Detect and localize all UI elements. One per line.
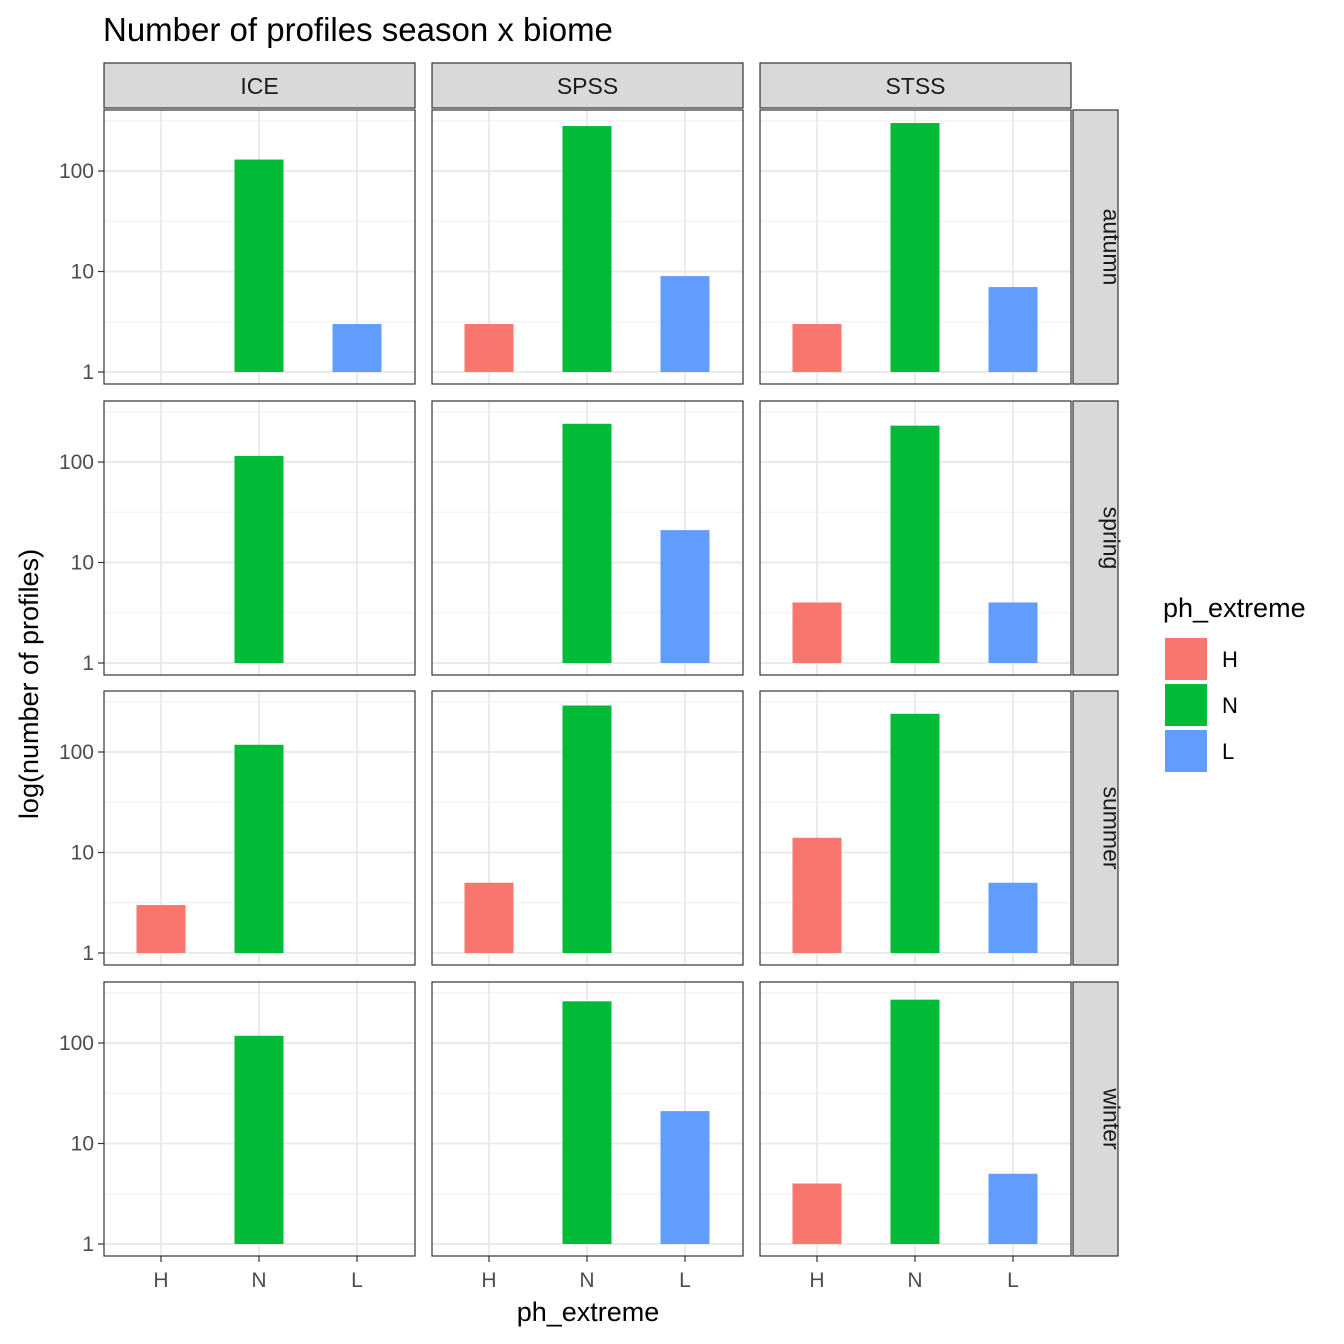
chart-title: Number of profiles season x biome bbox=[103, 11, 613, 48]
x-tick-label: H bbox=[153, 1269, 168, 1292]
y-tick-label: 1 bbox=[82, 942, 94, 965]
bar-winter-SPSS-N bbox=[562, 1001, 612, 1244]
x-tick-label: H bbox=[481, 1269, 496, 1292]
bar-summer-SPSS-N bbox=[562, 705, 612, 953]
panel-border bbox=[759, 690, 1072, 966]
bar-summer-STSS-H bbox=[792, 837, 842, 953]
y-tick-label: 100 bbox=[59, 741, 94, 764]
y-tick-label: 10 bbox=[71, 261, 94, 284]
bar-winter-ICE-N bbox=[234, 1035, 284, 1244]
y-tick-label: 1 bbox=[82, 361, 94, 384]
column-strip bbox=[103, 62, 416, 109]
bar-winter-STSS-N bbox=[890, 999, 940, 1244]
x-tick-label: L bbox=[1007, 1269, 1019, 1292]
x-tick-label: L bbox=[351, 1269, 363, 1292]
y-axis-title: log(number of profiles) bbox=[14, 549, 44, 819]
column-strip bbox=[431, 62, 744, 109]
row-strip-label: winter bbox=[1099, 1087, 1125, 1150]
row-strip bbox=[1072, 109, 1119, 385]
x-tick-label: N bbox=[579, 1269, 594, 1292]
x-tick-label: H bbox=[809, 1269, 824, 1292]
row-strip bbox=[1072, 400, 1119, 676]
bar-spring-STSS-H bbox=[792, 602, 842, 663]
bar-summer-STSS-L bbox=[988, 882, 1038, 953]
legend-key-L bbox=[1165, 730, 1207, 772]
bar-autumn-SPSS-N bbox=[562, 126, 612, 373]
bar-spring-ICE-N bbox=[234, 455, 284, 663]
panel-border bbox=[103, 400, 416, 676]
bar-winter-SPSS-L bbox=[660, 1111, 710, 1244]
legend-key-H bbox=[1165, 638, 1207, 680]
x-tick-label: N bbox=[907, 1269, 922, 1292]
bar-spring-STSS-L bbox=[988, 602, 1038, 663]
row-strip-label: autumn bbox=[1099, 209, 1125, 286]
bar-spring-SPSS-L bbox=[660, 530, 710, 663]
bar-autumn-STSS-H bbox=[792, 324, 842, 372]
bar-spring-STSS-N bbox=[890, 425, 940, 663]
column-strip bbox=[759, 62, 1072, 109]
panel-border bbox=[103, 690, 416, 966]
y-tick-label: 100 bbox=[59, 451, 94, 474]
x-tick-label: N bbox=[251, 1269, 266, 1292]
row-strip-label: spring bbox=[1099, 507, 1125, 570]
y-tick-label: 10 bbox=[71, 1133, 94, 1156]
y-tick-label: 1 bbox=[82, 1233, 94, 1256]
bar-autumn-SPSS-L bbox=[660, 276, 710, 372]
legend-key-N bbox=[1165, 684, 1207, 726]
bar-autumn-STSS-N bbox=[890, 123, 940, 372]
column-strip-label: SPSS bbox=[557, 73, 618, 99]
panel-border bbox=[759, 400, 1072, 676]
legend-title: ph_extreme bbox=[1163, 593, 1306, 623]
bar-autumn-ICE-N bbox=[234, 159, 284, 372]
panel-border bbox=[431, 690, 744, 966]
legend-label-N: N bbox=[1222, 693, 1238, 718]
bar-spring-SPSS-N bbox=[562, 423, 612, 663]
y-tick-label: 100 bbox=[59, 160, 94, 183]
bar-autumn-STSS-L bbox=[988, 287, 1038, 372]
row-strip bbox=[1072, 690, 1119, 966]
bar-summer-SPSS-H bbox=[464, 882, 514, 953]
y-tick-label: 10 bbox=[71, 552, 94, 575]
panel-border bbox=[103, 109, 416, 385]
bar-summer-ICE-H bbox=[136, 905, 186, 953]
bar-winter-STSS-H bbox=[792, 1183, 842, 1244]
y-tick-label: 1 bbox=[82, 652, 94, 675]
panel-border bbox=[431, 109, 744, 385]
bar-winter-STSS-L bbox=[988, 1173, 1038, 1244]
bar-autumn-SPSS-H bbox=[464, 324, 514, 372]
bar-autumn-ICE-L bbox=[332, 324, 382, 372]
y-tick-label: 100 bbox=[59, 1032, 94, 1055]
legend: ph_extreme HNL bbox=[1163, 593, 1306, 772]
bar-summer-ICE-N bbox=[234, 744, 284, 953]
column-strip-label: ICE bbox=[240, 73, 278, 99]
panels-layer: ICE SPSS STSS autumn spring summer winter 1 10 10… bbox=[59, 62, 1125, 1292]
column-strip-label: STSS bbox=[885, 73, 945, 99]
row-strip bbox=[1072, 981, 1119, 1257]
panel-border bbox=[431, 400, 744, 676]
row-strip-label: summer bbox=[1099, 786, 1125, 869]
x-axis-title: ph_extreme bbox=[517, 1297, 660, 1327]
panel-border bbox=[759, 109, 1072, 385]
legend-label-L: L bbox=[1222, 739, 1234, 764]
bar-summer-STSS-N bbox=[890, 713, 940, 953]
x-tick-label: L bbox=[679, 1269, 691, 1292]
y-tick-label: 10 bbox=[71, 842, 94, 865]
legend-label-H: H bbox=[1222, 647, 1238, 672]
